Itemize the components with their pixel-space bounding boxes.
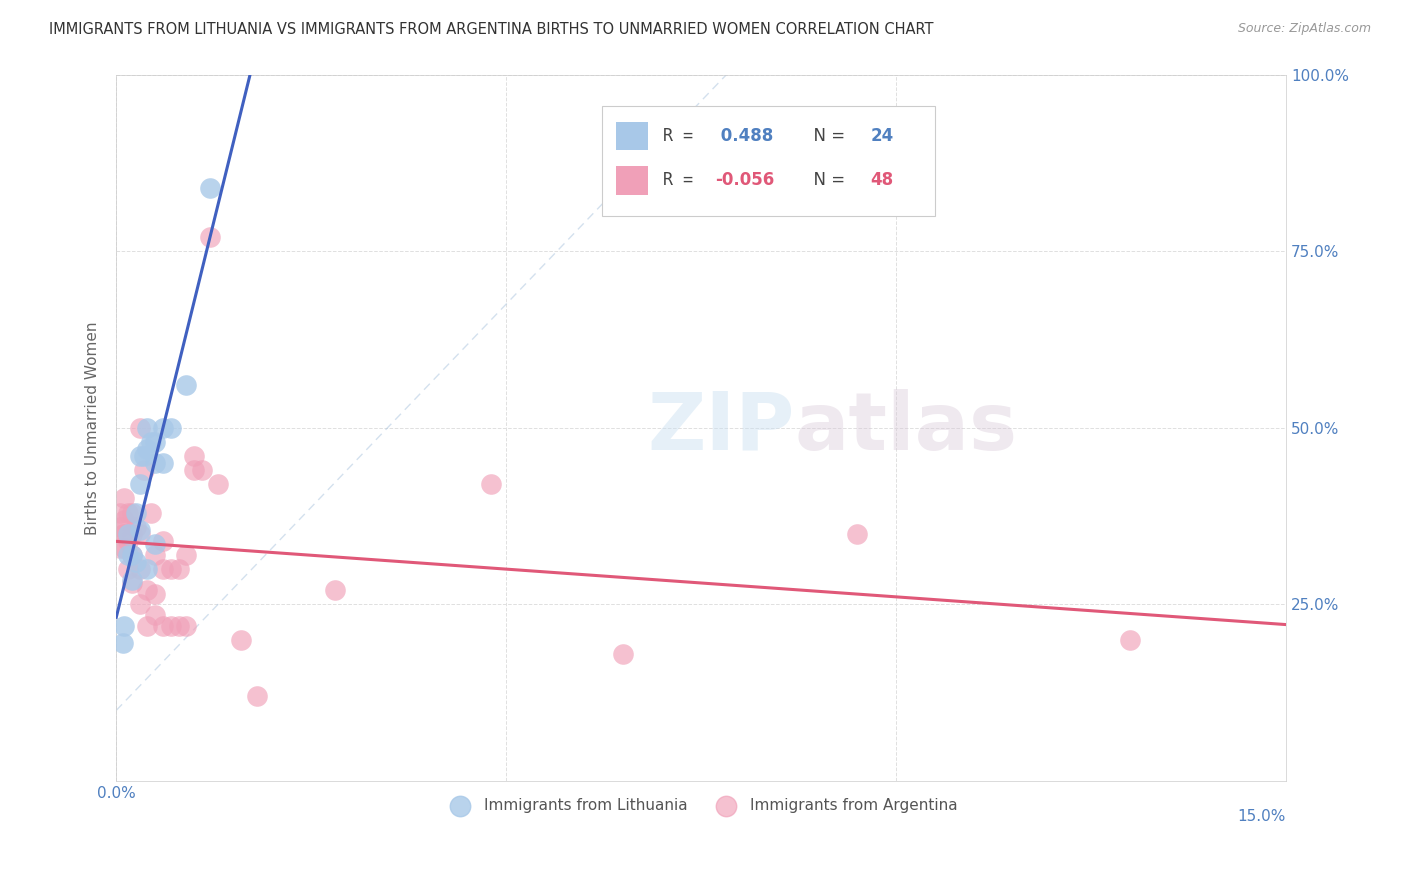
FancyBboxPatch shape xyxy=(602,106,935,216)
Point xyxy=(136,583,159,598)
Point xyxy=(128,449,150,463)
Text: R =: R = xyxy=(662,171,703,189)
Text: Source: ZipAtlas.com: Source: ZipAtlas.com xyxy=(1237,22,1371,36)
Point xyxy=(121,548,143,562)
Text: -0.056: -0.056 xyxy=(716,171,775,189)
Point xyxy=(128,523,150,537)
Point xyxy=(160,562,183,576)
Point xyxy=(132,449,155,463)
Point xyxy=(246,690,269,704)
Point xyxy=(125,519,148,533)
Point xyxy=(152,562,174,576)
Point xyxy=(152,618,174,632)
Point xyxy=(108,541,131,555)
Point xyxy=(111,636,134,650)
Point xyxy=(846,526,869,541)
Point xyxy=(143,456,166,470)
Point xyxy=(160,618,183,632)
Point xyxy=(108,506,131,520)
Text: 24: 24 xyxy=(870,127,894,145)
Point xyxy=(125,555,148,569)
Point xyxy=(167,618,190,632)
Legend: Immigrants from Lithuania, Immigrants from Argentina: Immigrants from Lithuania, Immigrants fr… xyxy=(439,792,965,819)
Point xyxy=(112,491,135,506)
Point xyxy=(160,421,183,435)
Point xyxy=(323,583,346,598)
Point xyxy=(136,618,159,632)
Point xyxy=(143,548,166,562)
Point xyxy=(121,526,143,541)
Text: 15.0%: 15.0% xyxy=(1237,809,1286,824)
Point xyxy=(121,506,143,520)
Point xyxy=(229,632,252,647)
Point xyxy=(207,477,229,491)
Point xyxy=(136,442,159,456)
Bar xyxy=(616,167,648,194)
Point xyxy=(128,526,150,541)
Point xyxy=(167,562,190,576)
Point xyxy=(117,526,139,541)
Point xyxy=(191,463,214,477)
Point xyxy=(143,607,166,622)
Point xyxy=(198,180,221,194)
Point xyxy=(479,477,502,491)
Point xyxy=(112,541,135,555)
Point xyxy=(176,378,198,392)
Point xyxy=(141,434,163,449)
Point xyxy=(152,533,174,548)
Point xyxy=(121,576,143,591)
Point xyxy=(128,477,150,491)
Point xyxy=(121,573,143,587)
Point xyxy=(198,230,221,244)
Point xyxy=(176,618,198,632)
Point xyxy=(117,562,139,576)
Point xyxy=(183,463,205,477)
Text: atlas: atlas xyxy=(794,389,1018,467)
Text: IMMIGRANTS FROM LITHUANIA VS IMMIGRANTS FROM ARGENTINA BIRTHS TO UNMARRIED WOMEN: IMMIGRANTS FROM LITHUANIA VS IMMIGRANTS … xyxy=(49,22,934,37)
Point xyxy=(176,548,198,562)
Text: N =: N = xyxy=(803,127,851,145)
Point xyxy=(152,421,174,435)
Point xyxy=(183,449,205,463)
Point xyxy=(152,456,174,470)
Point xyxy=(108,519,131,533)
Bar xyxy=(616,122,648,150)
Point xyxy=(128,421,150,435)
Text: 0.488: 0.488 xyxy=(716,127,773,145)
Text: 48: 48 xyxy=(870,171,894,189)
Point xyxy=(117,548,139,562)
Point xyxy=(128,598,150,612)
Point xyxy=(128,562,150,576)
Point xyxy=(112,526,135,541)
Text: R =: R = xyxy=(662,127,703,145)
Text: N =: N = xyxy=(803,171,851,189)
Point xyxy=(136,562,159,576)
Text: ZIP: ZIP xyxy=(647,389,794,467)
Y-axis label: Births to Unmarried Women: Births to Unmarried Women xyxy=(86,321,100,534)
Point xyxy=(112,618,135,632)
Point xyxy=(612,647,634,661)
Point xyxy=(143,587,166,601)
Point xyxy=(121,548,143,562)
Point xyxy=(143,537,166,551)
Point xyxy=(117,506,139,520)
Point xyxy=(125,506,148,520)
Point xyxy=(117,533,139,548)
Point xyxy=(111,526,134,541)
Point xyxy=(112,513,135,527)
Point xyxy=(143,434,166,449)
Point xyxy=(141,506,163,520)
Point xyxy=(136,421,159,435)
Point xyxy=(1119,632,1142,647)
Point xyxy=(132,463,155,477)
